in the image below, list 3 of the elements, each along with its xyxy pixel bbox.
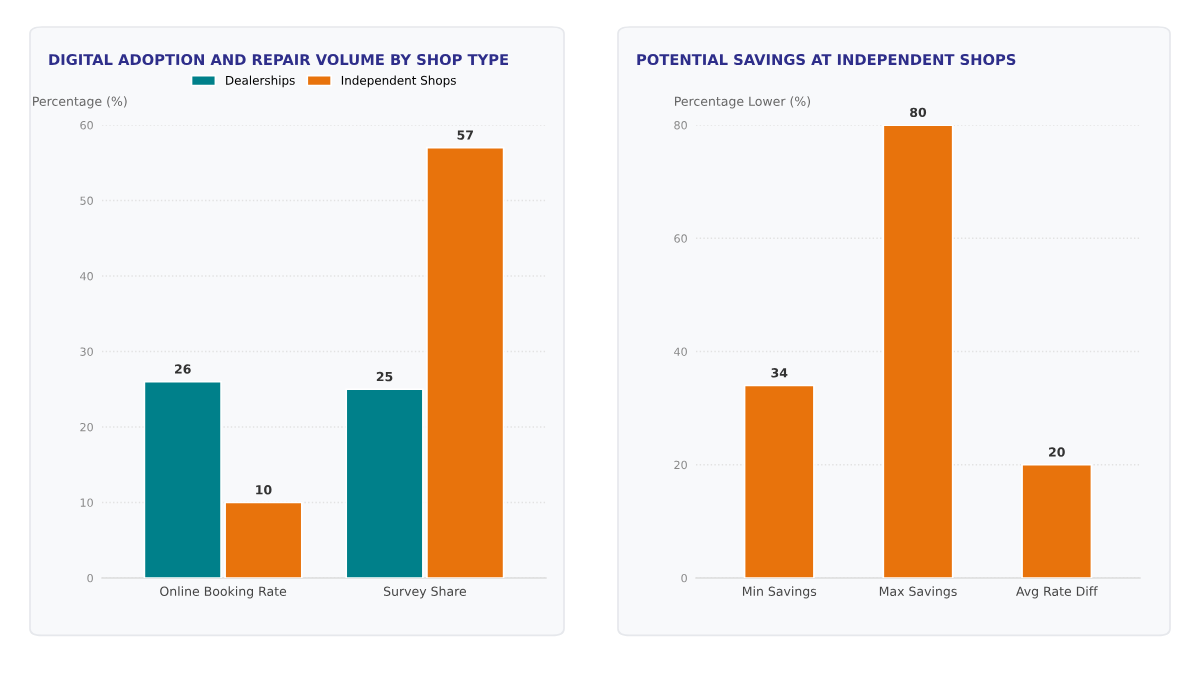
bar bbox=[743, 384, 815, 578]
bar bbox=[1021, 463, 1093, 578]
bar bbox=[882, 125, 954, 578]
